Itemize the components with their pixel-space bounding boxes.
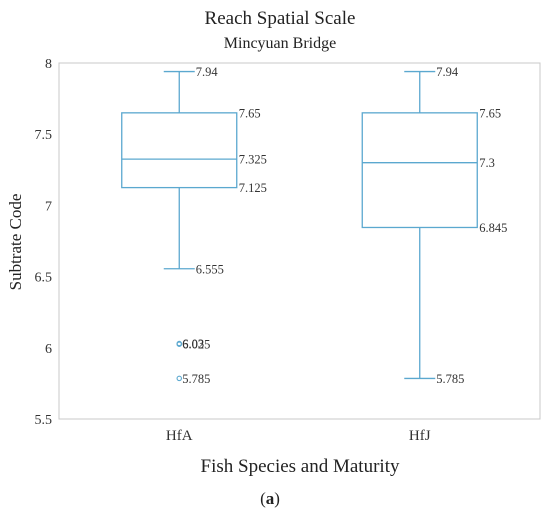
box-series: 7.94 7.65 7.325 7.125 6.555 6.036.025 5.785 7.9… bbox=[121, 65, 507, 386]
data-label-q3: 7.65 bbox=[479, 106, 501, 120]
iqr-box bbox=[121, 112, 238, 189]
data-label-whisker-high: 7.94 bbox=[436, 65, 459, 79]
data-label-q1: 6.845 bbox=[479, 221, 507, 235]
outlier-label: 6.03 bbox=[182, 337, 204, 351]
plot-area-frame bbox=[58, 62, 541, 420]
y-tick-label: 5.5 bbox=[35, 413, 53, 428]
data-label-q1: 7.125 bbox=[239, 181, 267, 195]
y-tick-label: 7.5 bbox=[35, 128, 53, 143]
x-axis-categories: HfA HfJ bbox=[166, 428, 431, 444]
y-tick-label: 8 bbox=[45, 57, 52, 72]
data-label-median: 7.325 bbox=[239, 153, 267, 167]
data-label-whisker-low: 5.785 bbox=[436, 372, 464, 386]
chart-title: Reach Spatial Scale bbox=[205, 8, 356, 29]
outlier-label: 5.785 bbox=[182, 372, 210, 386]
y-tick-label: 6 bbox=[45, 342, 52, 357]
figure-caption: (a) bbox=[260, 489, 280, 508]
x-category-label: HfJ bbox=[409, 428, 431, 444]
data-label-median: 7.3 bbox=[479, 156, 495, 170]
data-label-whisker-low: 6.555 bbox=[196, 262, 224, 276]
y-tick-label: 7 bbox=[45, 199, 52, 214]
chart-subtitle: Mincyuan Bridge bbox=[224, 35, 336, 52]
y-tick-label: 6.5 bbox=[35, 271, 53, 286]
y-axis-label: Subtrate Code bbox=[6, 194, 25, 291]
x-axis-label: Fish Species and Maturity bbox=[201, 456, 400, 477]
data-label-q3: 7.65 bbox=[239, 106, 261, 120]
outlier-label: 6.025 bbox=[182, 338, 210, 352]
outlier-point bbox=[176, 341, 183, 347]
y-axis-ticks: 5.5 6 6.5 7 7.5 8 bbox=[35, 57, 53, 428]
data-label-whisker-high: 7.94 bbox=[196, 65, 219, 79]
outlier-point bbox=[176, 375, 183, 382]
x-category-label: HfA bbox=[166, 428, 193, 444]
iqr-box bbox=[361, 112, 478, 229]
